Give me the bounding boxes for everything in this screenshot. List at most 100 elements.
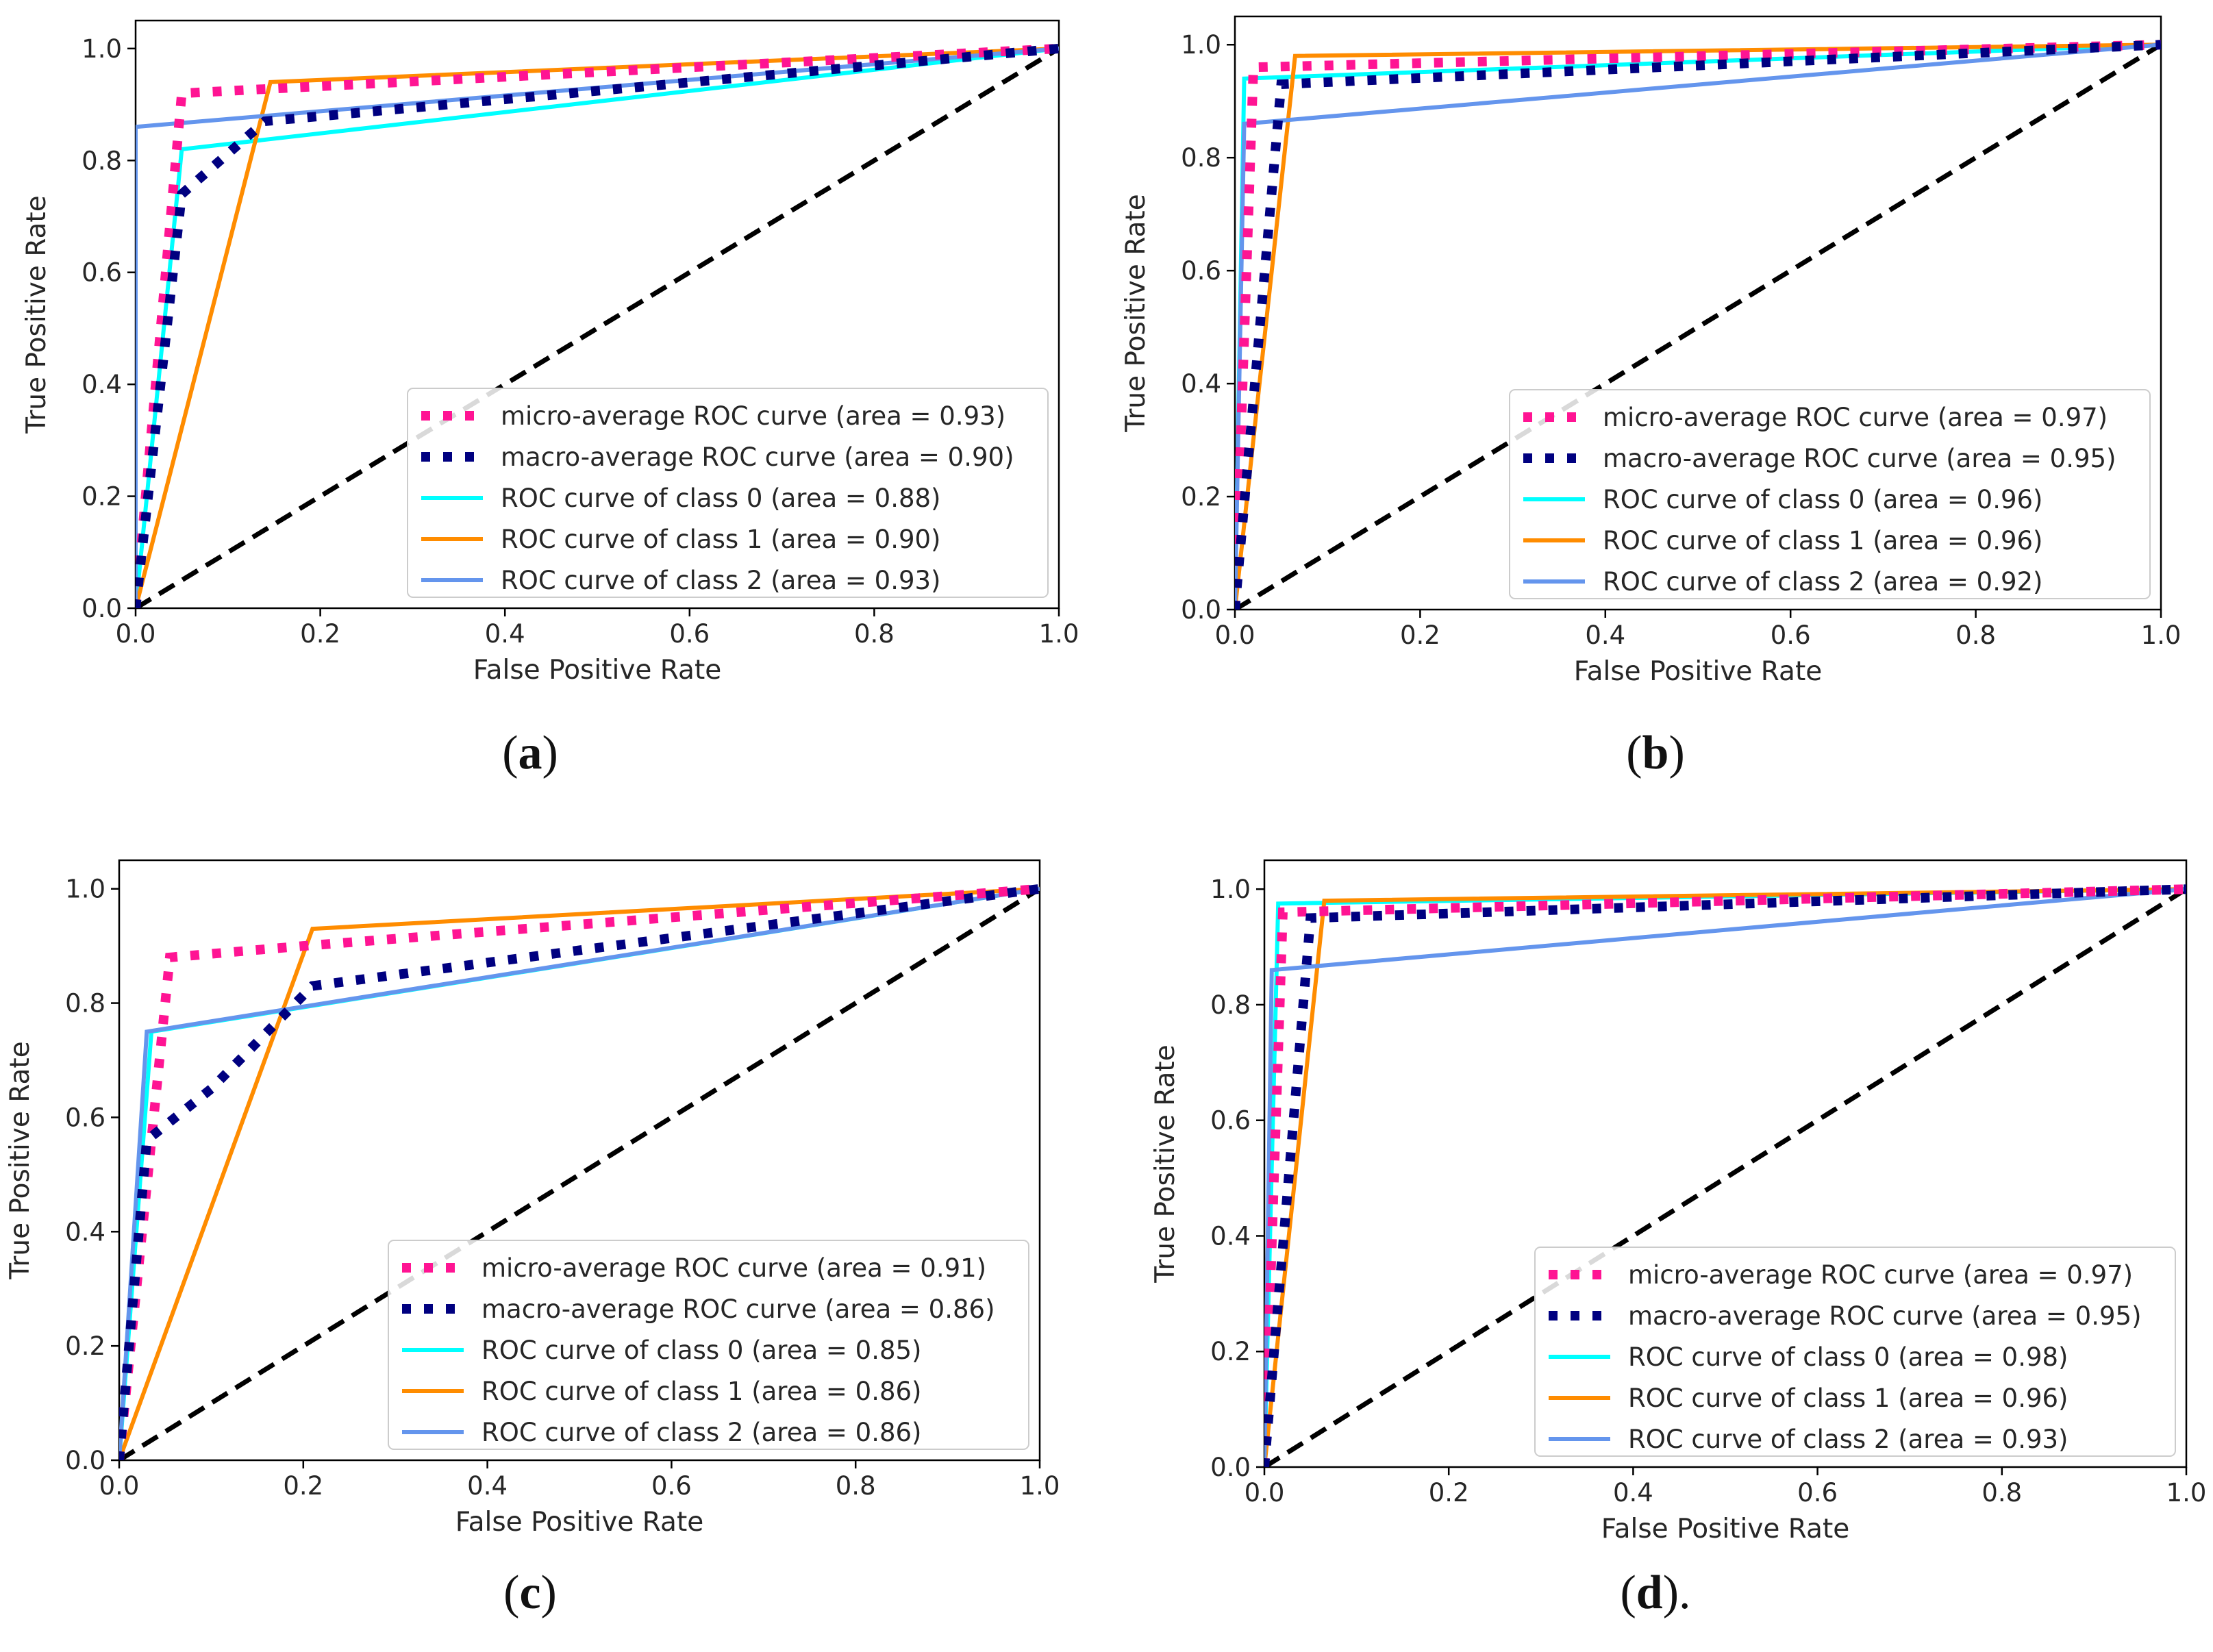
x-tick-label: 0.0 (116, 619, 156, 649)
y-axis-label: True Positive Rate (1150, 1044, 1181, 1283)
chance-diagonal-line (119, 886, 1040, 1460)
legend-label-micro: micro-average ROC curve (area = 0.93) (501, 401, 1005, 431)
y-tick-label: 0.0 (1210, 1453, 1251, 1482)
x-tick-label: 0.6 (669, 619, 710, 649)
legend-label-macro: macro-average ROC curve (area = 0.86) (482, 1294, 995, 1324)
chart-b: 0.0 0.2 0.4 0.6 0.8 1.0 0.0 0.2 0.4 0.6 0.8 1.0 Fals… (1121, 15, 2181, 687)
y-tick-label: 0.2 (1181, 482, 1221, 512)
caption-letter: b (1642, 727, 1669, 779)
y-tick-label: 1.0 (1181, 30, 1221, 60)
legend-box (1534, 1247, 2176, 1457)
x-tick-label: 0.0 (1245, 1478, 1285, 1507)
legend-box (1509, 389, 2151, 599)
series-line-micro (119, 884, 1040, 1460)
y-tick-label: 0.0 (1181, 595, 1221, 625)
x-tick-label: 0.4 (485, 619, 525, 649)
x-tick-label: 0.2 (1400, 621, 1440, 650)
y-tick-label: 0.4 (65, 1217, 105, 1247)
caption-close: ). (1662, 1566, 1691, 1619)
caption-open: ( (502, 727, 518, 779)
series-lines (1235, 40, 2161, 610)
series-line-class1 (119, 886, 1040, 1460)
legend-label-micro: micro-average ROC curve (area = 0.97) (1628, 1260, 2133, 1290)
legend-label-class1: ROC curve of class 1 (area = 0.96) (1628, 1384, 2068, 1413)
series-lines (1264, 884, 2186, 1467)
y-tick-label: 0.2 (1210, 1337, 1251, 1366)
x-tick-label: 0.2 (283, 1471, 323, 1501)
legend-label-class0: ROC curve of class 0 (area = 0.85) (482, 1336, 921, 1365)
y-tick-label: 0.8 (1210, 990, 1251, 1020)
series-line-class2 (1264, 887, 2186, 1467)
chance-diagonal-line (1235, 42, 2161, 610)
series-line-macro (1235, 40, 2161, 610)
caption-letter: c (519, 1566, 541, 1619)
series-line-macro (136, 43, 1059, 608)
legend-box (388, 1240, 1029, 1450)
caption-open: ( (503, 1566, 520, 1619)
caption-close: ) (542, 727, 558, 779)
y-tick-label: 0.4 (82, 370, 122, 399)
x-axis-label: False Positive Rate (1574, 656, 1822, 687)
legend-label-class0: ROC curve of class 0 (area = 0.88) (501, 484, 940, 513)
y-tick-label: 0.8 (1181, 143, 1221, 173)
series-line-class1 (1264, 887, 2186, 1467)
legend-label-class0: ROC curve of class 0 (area = 0.96) (1603, 485, 2042, 514)
chart-a: 0.0 0.2 0.4 0.6 0.8 1.0 0.0 0.2 0.4 0.6 0.8 1.0 Fals… (21, 19, 1079, 686)
legend-label-class2: ROC curve of class 2 (area = 0.93) (1628, 1425, 2068, 1454)
panel-label-c: (c) (427, 1566, 633, 1620)
x-tick-label: 0.6 (1797, 1478, 1838, 1507)
chart-d: 0.0 0.2 0.4 0.6 0.8 1.0 0.0 0.2 0.4 0.6 0.8 1.0 Fals… (1150, 859, 2207, 1544)
y-tick-label: 0.8 (82, 146, 122, 175)
chance-diagonal-line (136, 46, 1059, 608)
legend: micro-average ROC curve (area = 0.91) mac… (388, 1240, 1029, 1450)
x-tick-label: 0.8 (836, 1471, 876, 1501)
caption-close: ) (1668, 727, 1685, 779)
x-tick-label: 0.4 (1585, 621, 1625, 650)
legend-label-micro: micro-average ROC curve (area = 0.91) (482, 1253, 986, 1283)
x-tick-label: 1.0 (1020, 1471, 1060, 1501)
x-tick-label: 0.4 (1613, 1478, 1653, 1507)
caption-open: ( (1620, 1566, 1636, 1619)
panel-label-d: (d). (1553, 1566, 1758, 1620)
x-tick-label: 1.0 (2166, 1478, 2207, 1507)
legend: micro-average ROC curve (area = 0.97) mac… (1509, 389, 2151, 599)
panel-label-a: (a) (427, 726, 633, 781)
caption-open: ( (1626, 727, 1642, 779)
series-line-macro (1264, 884, 2186, 1467)
caption-letter: d (1636, 1566, 1663, 1619)
legend-label-macro: macro-average ROC curve (area = 0.90) (501, 442, 1014, 472)
legend-label-class1: ROC curve of class 1 (area = 0.90) (501, 525, 940, 554)
legend-label-class1: ROC curve of class 1 (area = 0.86) (482, 1377, 921, 1406)
x-axis-label: False Positive Rate (473, 655, 721, 686)
x-tick-label: 0.6 (1771, 621, 1811, 650)
chance-diagonal-line (1264, 887, 2186, 1467)
y-tick-label: 0.4 (1210, 1221, 1251, 1251)
x-tick-label: 0.6 (651, 1471, 692, 1501)
x-tick-label: 0.8 (1955, 621, 1996, 650)
series-line-micro (136, 43, 1059, 608)
y-tick-label: 0.0 (65, 1446, 105, 1475)
y-axis-label: True Positive Rate (5, 1041, 36, 1279)
legend-label-macro: macro-average ROC curve (area = 0.95) (1628, 1301, 2142, 1331)
y-tick-label: 0.2 (65, 1331, 105, 1361)
series-lines (119, 884, 1040, 1460)
legend-label-class0: ROC curve of class 0 (area = 0.98) (1628, 1342, 2068, 1372)
x-tick-label: 0.4 (467, 1471, 508, 1501)
x-tick-label: 0.2 (1429, 1478, 1469, 1507)
x-axis-label: False Positive Rate (1601, 1514, 1849, 1544)
y-tick-label: 1.0 (65, 875, 105, 904)
panel-label-b: (b) (1553, 726, 1758, 781)
legend: micro-average ROC curve (area = 0.93) mac… (407, 388, 1049, 598)
y-tick-label: 0.6 (1210, 1106, 1251, 1136)
x-tick-label: 1.0 (1039, 619, 1079, 649)
legend-label-class1: ROC curve of class 1 (area = 0.96) (1603, 526, 2042, 555)
legend: micro-average ROC curve (area = 0.97) mac… (1534, 1247, 2176, 1457)
y-tick-label: 1.0 (1210, 875, 1251, 904)
y-tick-label: 0.6 (65, 1103, 105, 1132)
series-line-class1 (136, 46, 1059, 608)
x-tick-label: 1.0 (2141, 621, 2181, 650)
series-lines (136, 43, 1059, 608)
legend-label-micro: micro-average ROC curve (area = 0.97) (1603, 403, 2108, 432)
y-tick-label: 1.0 (82, 34, 122, 64)
